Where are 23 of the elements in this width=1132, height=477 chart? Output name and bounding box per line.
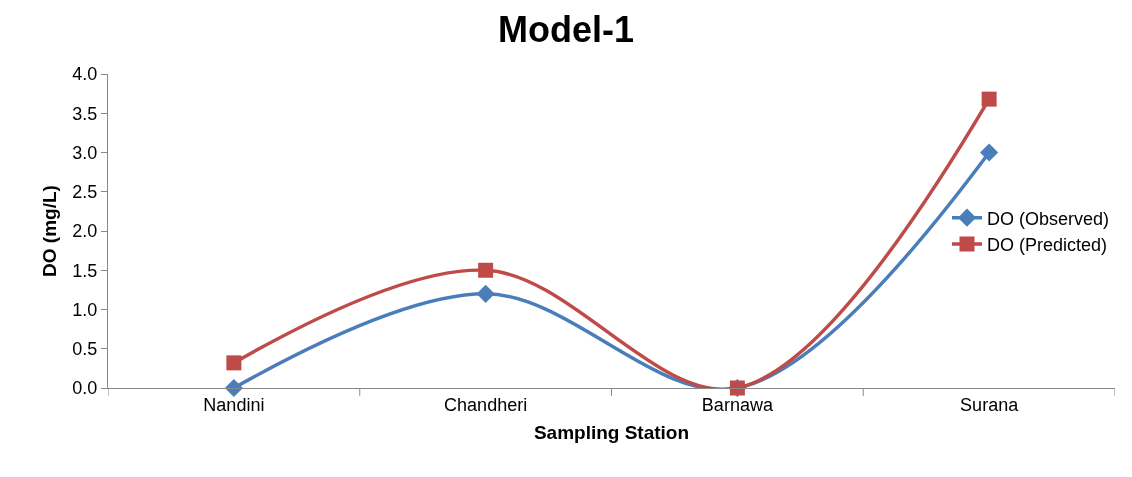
y-tick-label: 1.0 <box>72 299 98 320</box>
x-tick-label: Chandheri <box>444 394 528 415</box>
y-tick-label: 1.5 <box>72 260 98 281</box>
legend-label: DO (Predicted) <box>987 235 1108 256</box>
y-tick-label: 3.5 <box>72 103 98 124</box>
chart-title: Model-1 <box>497 8 635 50</box>
y-tick-label: 3.0 <box>72 142 98 163</box>
y-axis-title: DO (mg/L) <box>39 185 61 277</box>
point <box>478 262 494 278</box>
x-tick-label: Surana <box>960 394 1020 415</box>
y-tick-label: 0.5 <box>72 339 98 360</box>
point <box>476 284 495 303</box>
point <box>981 91 997 107</box>
point <box>980 143 999 162</box>
x-tick-label: Barnawa <box>701 394 774 415</box>
y-tick-label: 0.0 <box>72 378 98 399</box>
x-axis-title: Sampling Station <box>533 422 690 444</box>
y-tick-label: 2.5 <box>72 182 98 203</box>
legend-label: DO (Observed) <box>987 208 1110 229</box>
y-tick-label: 2.0 <box>72 221 98 242</box>
point <box>226 355 242 371</box>
y-tick-label: 4.0 <box>72 64 98 85</box>
x-tick-label: Nandini <box>203 394 265 415</box>
